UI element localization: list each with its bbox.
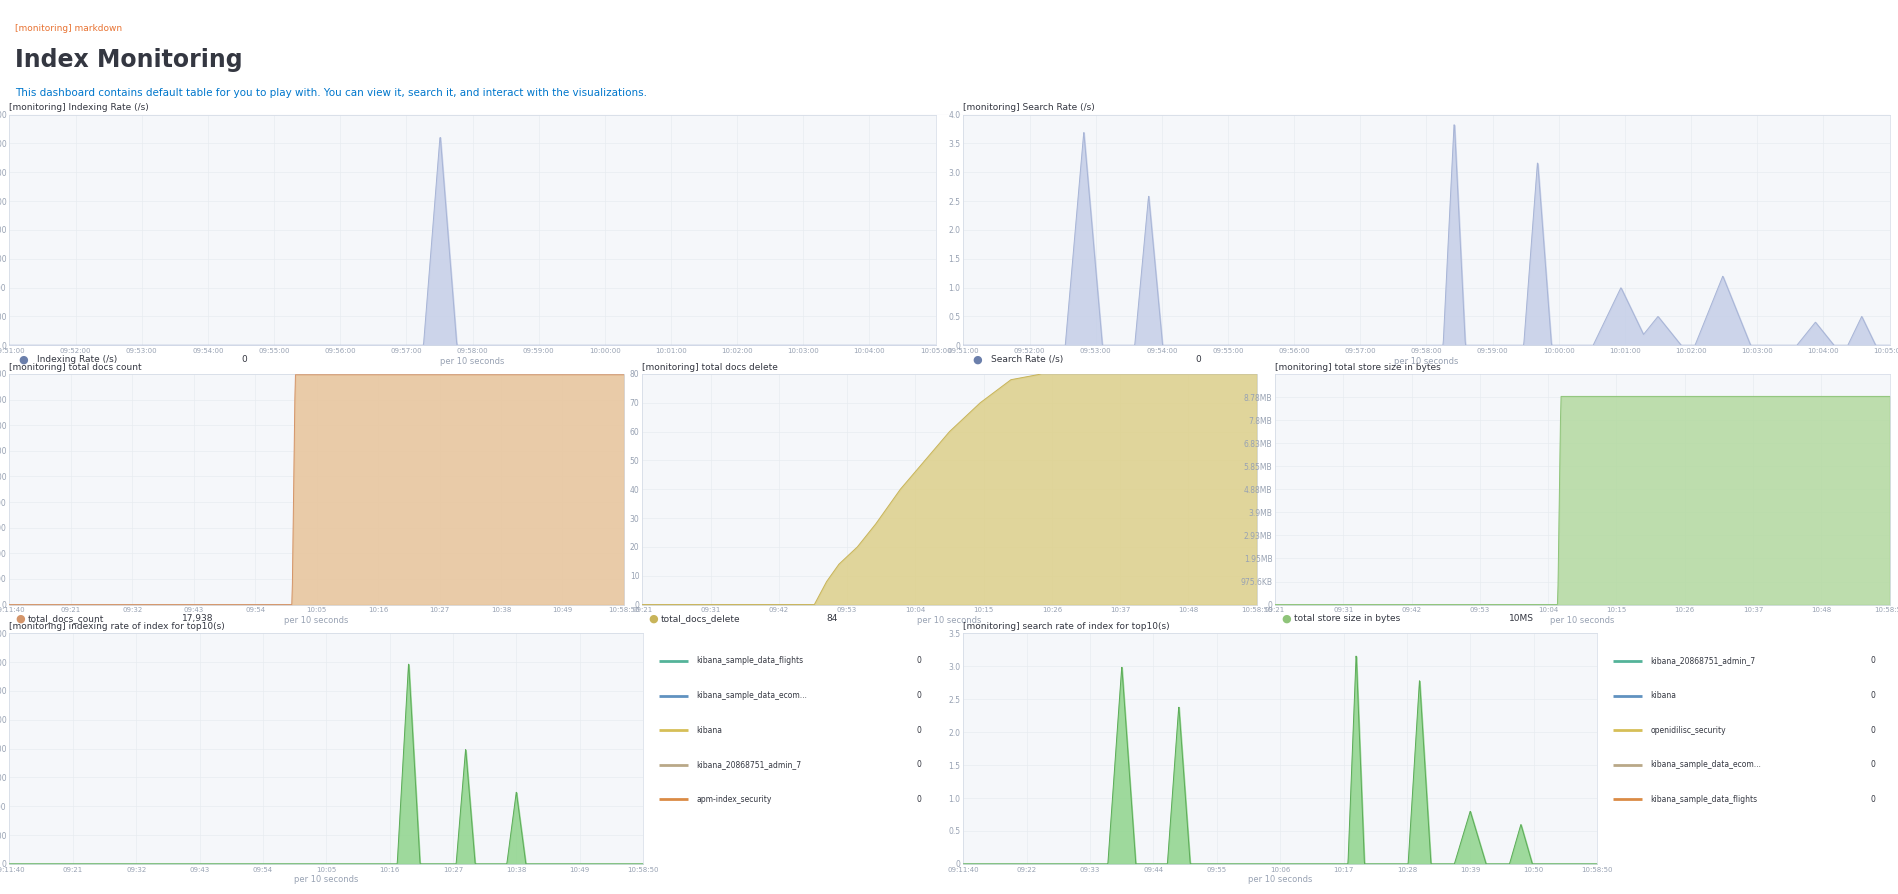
X-axis label: per 10 seconds: per 10 seconds: [1549, 616, 1613, 625]
Text: 0: 0: [1194, 355, 1200, 364]
Text: [monitoring] markdown: [monitoring] markdown: [15, 24, 121, 33]
Text: total_docs_count: total_docs_count: [28, 614, 104, 623]
X-axis label: per 10 seconds: per 10 seconds: [1247, 875, 1312, 884]
Text: 0: 0: [1870, 795, 1873, 804]
Text: ●: ●: [1281, 614, 1291, 624]
Text: 84: 84: [826, 614, 837, 623]
Text: This dashboard contains default table for you to play with. You can view it, sea: This dashboard contains default table fo…: [15, 88, 647, 98]
Text: 17,938: 17,938: [182, 614, 213, 623]
Text: kibana_20868751_admin_7: kibana_20868751_admin_7: [1649, 656, 1754, 665]
Text: [monitoring] Search Rate (/s): [monitoring] Search Rate (/s): [962, 104, 1095, 113]
Text: ●: ●: [15, 614, 25, 624]
Text: apm-index_security: apm-index_security: [697, 795, 772, 804]
Text: 0: 0: [917, 726, 921, 735]
Text: 0: 0: [1870, 656, 1873, 665]
Text: 0: 0: [1870, 691, 1873, 700]
Text: [monitoring] indexing rate of index for top10(s): [monitoring] indexing rate of index for …: [9, 622, 226, 631]
Text: Search Rate (/s): Search Rate (/s): [991, 355, 1063, 364]
Text: 0: 0: [917, 795, 921, 804]
Text: [monitoring] total docs count: [monitoring] total docs count: [9, 363, 142, 372]
Text: kibana: kibana: [1649, 691, 1676, 700]
Text: 10MS: 10MS: [1507, 614, 1534, 623]
X-axis label: per 10 seconds: per 10 seconds: [1393, 357, 1458, 366]
Text: [monitoring] total store size in bytes: [monitoring] total store size in bytes: [1274, 363, 1441, 372]
Text: kibana_sample_data_ecom...: kibana_sample_data_ecom...: [1649, 760, 1761, 769]
Text: 0: 0: [241, 355, 247, 364]
Text: 0: 0: [917, 691, 921, 700]
X-axis label: per 10 seconds: per 10 seconds: [917, 616, 981, 625]
Text: kibana_sample_data_flights: kibana_sample_data_flights: [697, 656, 803, 665]
Text: kibana_sample_data_flights: kibana_sample_data_flights: [1649, 795, 1758, 804]
Text: Index Monitoring: Index Monitoring: [15, 48, 243, 72]
X-axis label: per 10 seconds: per 10 seconds: [440, 357, 505, 366]
Text: 0: 0: [917, 760, 921, 769]
Text: [monitoring] Indexing Rate (/s): [monitoring] Indexing Rate (/s): [9, 104, 150, 113]
Text: Indexing Rate (/s): Indexing Rate (/s): [38, 355, 118, 364]
Text: kibana_sample_data_ecom...: kibana_sample_data_ecom...: [697, 691, 807, 700]
Text: ●: ●: [647, 614, 659, 624]
Text: kibana_20868751_admin_7: kibana_20868751_admin_7: [697, 760, 801, 769]
Text: openidilisc_security: openidilisc_security: [1649, 726, 1725, 735]
Text: ●: ●: [972, 355, 981, 365]
Text: total store size in bytes: total store size in bytes: [1293, 614, 1399, 623]
Text: 0: 0: [1870, 760, 1873, 769]
Text: [monitoring] search rate of index for top10(s): [monitoring] search rate of index for to…: [962, 622, 1169, 631]
X-axis label: per 10 seconds: per 10 seconds: [294, 875, 359, 884]
Text: total_docs_delete: total_docs_delete: [661, 614, 740, 623]
Text: 0: 0: [917, 656, 921, 665]
Text: 0: 0: [1870, 726, 1873, 735]
X-axis label: per 10 seconds: per 10 seconds: [285, 616, 349, 625]
Text: ●: ●: [19, 355, 28, 365]
Text: [monitoring] total docs delete: [monitoring] total docs delete: [642, 363, 778, 372]
Text: kibana: kibana: [697, 726, 723, 735]
